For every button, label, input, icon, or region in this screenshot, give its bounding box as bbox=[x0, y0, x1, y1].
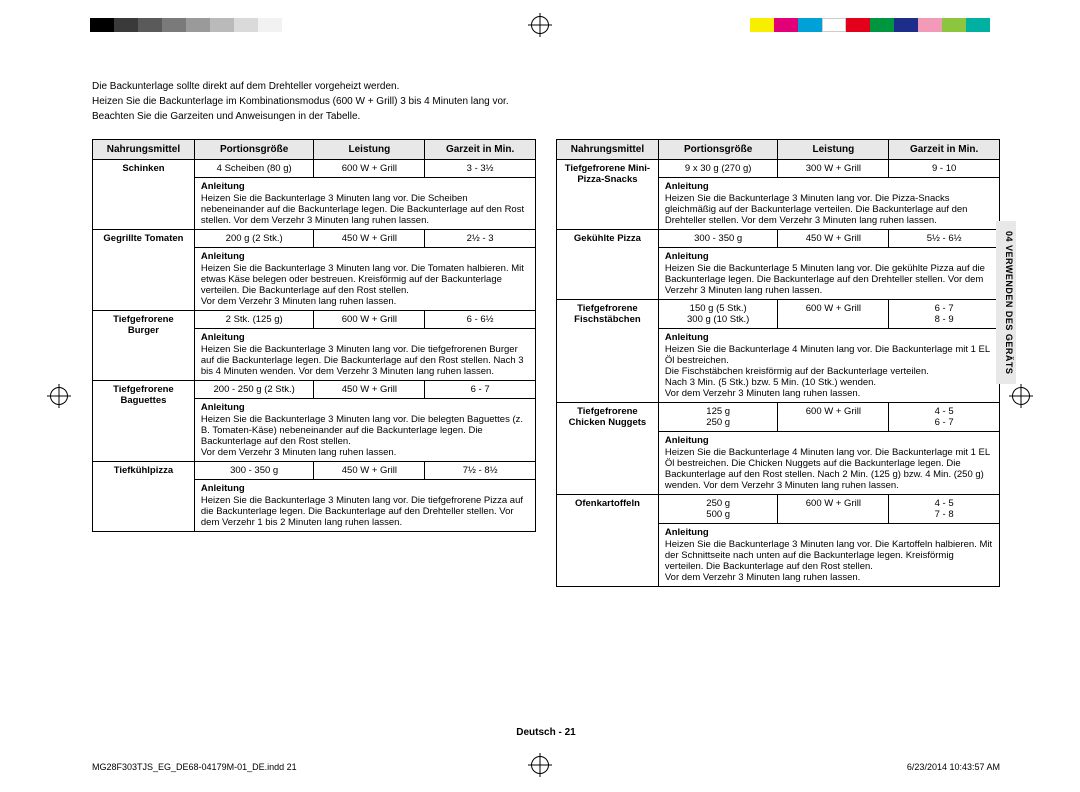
print-timestamp: 6/23/2014 10:43:57 AM bbox=[907, 762, 1000, 772]
cooking-table-left: NahrungsmittelPortionsgrößeLeistungGarze… bbox=[92, 139, 536, 532]
registration-mark-icon bbox=[531, 16, 549, 34]
registration-mark-icon bbox=[1012, 387, 1030, 405]
intro-text: Die Backunterlage sollte direkt auf dem … bbox=[92, 80, 1000, 123]
cooking-table-right: NahrungsmittelPortionsgrößeLeistungGarze… bbox=[556, 139, 1000, 587]
registration-mark-icon bbox=[50, 387, 68, 405]
page-number: Deutsch - 21 bbox=[92, 727, 1000, 738]
print-footer: MG28F303TJS_EG_DE68-04179M-01_DE.indd 21… bbox=[92, 762, 1000, 772]
section-tab: 04 VERWENDEN DES GERÄTS bbox=[996, 221, 1016, 384]
indd-filename: MG28F303TJS_EG_DE68-04179M-01_DE.indd 21 bbox=[92, 762, 297, 772]
